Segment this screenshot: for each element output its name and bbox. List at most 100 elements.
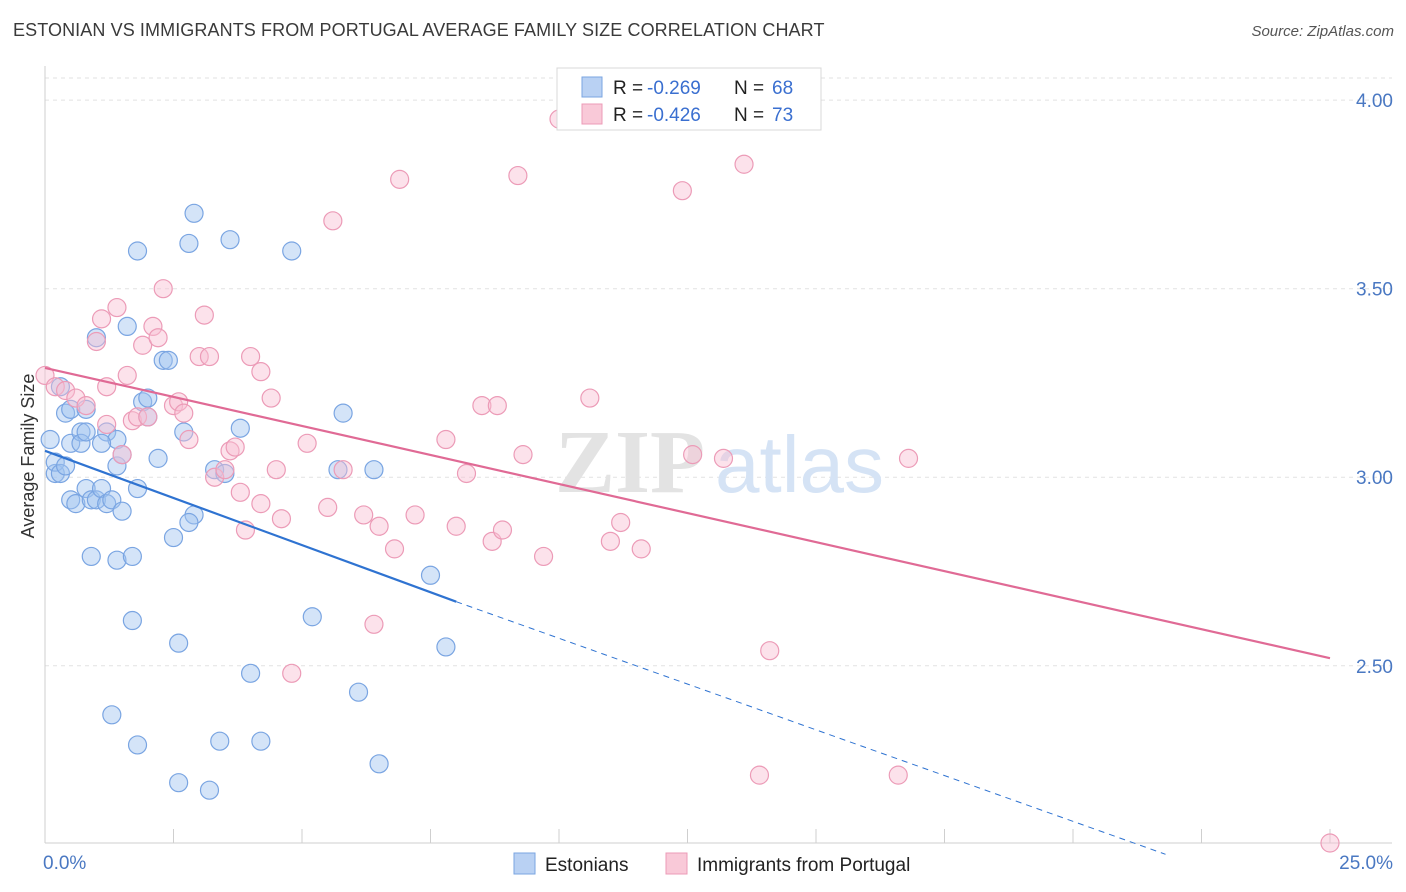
portugal-point: [189, 346, 209, 367]
legend-swatch-blue: [581, 76, 603, 98]
legend-n-value-1: 68: [772, 78, 793, 99]
portugal-point: [215, 460, 235, 480]
series-legend: Estonians Immigrants from Portugal: [513, 852, 910, 876]
portugal-point: [508, 165, 528, 186]
legend-n-label-2: N =: [734, 105, 764, 126]
portugal-point: [446, 516, 466, 536]
portugal-point: [220, 441, 240, 461]
estonians-point: [328, 460, 348, 480]
estonians-point: [122, 610, 142, 631]
estonians-point: [40, 429, 60, 450]
estonians-point: [127, 241, 148, 261]
estonians-point: [122, 546, 142, 567]
portugal-point: [318, 497, 338, 518]
estonians-point: [169, 773, 189, 793]
portugal-point: [133, 335, 153, 355]
estonians-point: [112, 501, 132, 521]
estonians-point: [102, 705, 122, 725]
estonians-point: [107, 456, 127, 476]
series-immigrants-from-portugal: [35, 109, 1340, 853]
estonians-point: [61, 399, 81, 419]
portugal-point: [241, 346, 261, 367]
portugal-point: [611, 512, 631, 533]
portugal-point: [631, 539, 651, 559]
portugal-point: [384, 539, 405, 559]
estonians-point: [179, 233, 199, 254]
portugal-point: [251, 494, 271, 514]
portugal-point: [251, 362, 271, 382]
estonians-point: [66, 494, 86, 514]
portugal-point: [282, 663, 302, 683]
estonians-trend-extension: [456, 601, 1166, 855]
estonians-point: [241, 663, 261, 683]
estonians-point: [55, 403, 76, 423]
estonians-point: [133, 392, 153, 412]
estonians-trend-line: [44, 449, 457, 603]
portugal-point: [91, 309, 112, 329]
portugal-point: [174, 403, 194, 423]
trend-lines: [44, 366, 1331, 855]
portugal-point: [66, 388, 86, 408]
portugal-point: [580, 388, 600, 408]
estonians-point: [163, 527, 184, 548]
portugal-point: [760, 641, 780, 661]
watermark: ZIP atlas: [555, 413, 884, 512]
estonians-point: [153, 350, 173, 370]
estonians-point: [210, 731, 230, 751]
estonians-point: [369, 754, 389, 774]
portugal-point: [683, 445, 703, 465]
bottom-legend-portugal: Immigrants from Portugal: [697, 855, 910, 876]
portugal-point: [153, 279, 173, 299]
estonians-point: [302, 607, 322, 627]
portugal-point: [122, 411, 142, 431]
estonians-point: [148, 448, 168, 468]
estonians-point: [169, 633, 189, 653]
portugal-point: [271, 509, 292, 529]
portugal-point: [205, 467, 225, 487]
legend-n-value-2: 73: [772, 105, 793, 126]
portugal-point: [55, 380, 76, 401]
portugal-point: [436, 429, 456, 450]
x-tick-label-max: 25.0%: [1339, 853, 1393, 874]
y-tick-label: 2.50: [1356, 657, 1393, 678]
y-tick-label: 3.00: [1356, 468, 1393, 489]
estonians-point: [61, 490, 81, 510]
portugal-point: [888, 765, 908, 785]
portugal-trend-line: [44, 366, 1331, 660]
estonians-point: [86, 490, 107, 510]
portugal-point: [179, 429, 199, 450]
tick-labels: 2.50 3.00 3.50 4.00 0.0% 25.0%: [43, 91, 1393, 874]
source-label: Source: ZipAtlas.com: [1251, 23, 1394, 40]
estonians-point: [91, 433, 112, 453]
correlation-legend: R = -0.269 N = 68 R = -0.426 N = 73: [556, 67, 822, 131]
estonians-point: [107, 429, 127, 450]
estonians-point: [45, 463, 65, 484]
legend-r-value-2: -0.426: [647, 105, 701, 126]
watermark-atlas: atlas: [715, 420, 884, 509]
estonians-point: [220, 230, 240, 250]
estonians-point: [364, 460, 384, 480]
estonians-point: [230, 418, 250, 438]
legend-r-label-2: R =: [613, 105, 643, 126]
portugal-point: [898, 448, 919, 468]
x-tick-label-min: 0.0%: [43, 853, 86, 874]
estonians-point: [76, 422, 96, 442]
estonians-point: [117, 316, 137, 337]
portugal-point: [199, 346, 220, 367]
portugal-point: [533, 546, 554, 567]
estonians-point: [127, 735, 148, 755]
portugal-point: [225, 437, 245, 457]
portugal-point: [45, 377, 65, 397]
estonians-point: [184, 203, 204, 223]
portugal-point: [672, 181, 692, 201]
estonians-point: [420, 565, 441, 585]
estonians-point: [179, 512, 199, 533]
estonians-point: [158, 350, 178, 370]
portugal-point: [323, 211, 343, 231]
estonians-point: [45, 452, 65, 472]
portugal-point: [734, 154, 754, 174]
portugal-point: [390, 169, 410, 189]
portugal-point: [456, 463, 477, 484]
estonians-point: [71, 422, 91, 442]
estonians-point: [282, 241, 302, 261]
